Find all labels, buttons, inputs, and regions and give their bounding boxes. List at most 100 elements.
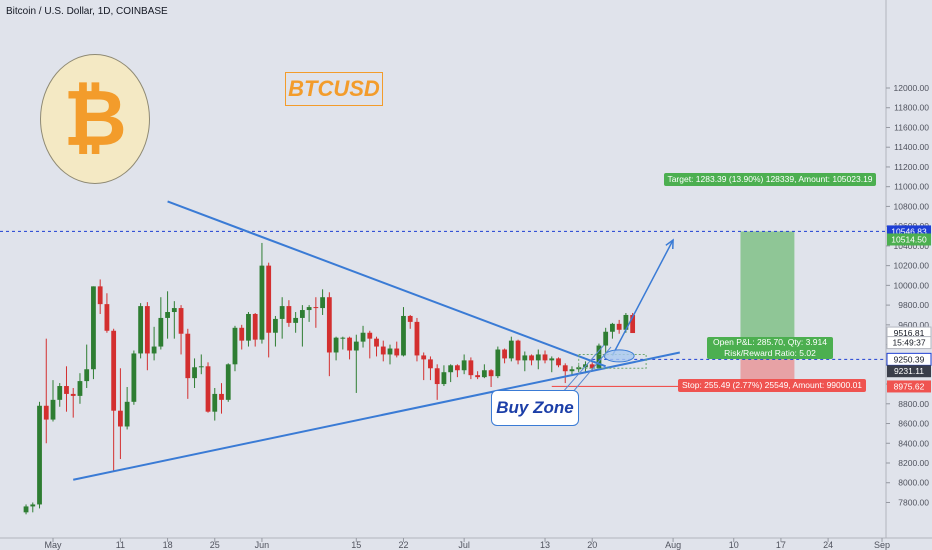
candle-body: [124, 401, 130, 427]
candle: [225, 363, 231, 402]
candle: [43, 338, 49, 444]
candle: [380, 340, 386, 362]
candle: [111, 328, 117, 471]
candle-body: [367, 332, 373, 339]
candle-body: [495, 349, 501, 377]
price-tag: 10514.50: [887, 233, 931, 246]
candle-body: [259, 265, 265, 340]
candle: [144, 302, 150, 371]
candle: [468, 357, 474, 380]
candle-body: [387, 348, 393, 355]
candle: [232, 325, 238, 372]
candle-body: [151, 346, 157, 354]
candle: [360, 325, 366, 348]
candle-body: [70, 393, 76, 396]
x-tick-label: 10: [729, 540, 739, 550]
x-tick-label: 11: [116, 540, 125, 550]
candle: [401, 307, 406, 357]
y-tick-label: 11400.00: [894, 142, 929, 152]
candle: [84, 344, 90, 388]
candle-body: [353, 341, 359, 351]
candle-body: [293, 317, 299, 323]
candle: [340, 336, 346, 350]
candle: [313, 297, 319, 328]
y-tick-label: 8800.00: [898, 399, 929, 409]
candle-body: [461, 360, 467, 371]
candle: [326, 292, 332, 377]
y-tick-label: 11000.00: [894, 182, 929, 192]
candle-body: [165, 312, 170, 318]
candle-body: [589, 364, 595, 369]
candle: [488, 369, 494, 388]
candle: [131, 350, 137, 405]
candle: [320, 289, 325, 315]
candle: [205, 362, 211, 413]
candle-body: [97, 286, 103, 305]
candle: [421, 352, 427, 381]
candle-body: [273, 318, 278, 333]
candle-body: [192, 367, 197, 379]
candle-body: [37, 405, 42, 505]
y-tick-label: 8200.00: [898, 458, 929, 468]
candle: [91, 286, 96, 380]
candle-body: [158, 317, 164, 347]
candle-body: [64, 386, 69, 394]
bitcoin-logo: ₿: [40, 54, 150, 184]
candle-body: [542, 354, 548, 361]
candle: [522, 351, 528, 372]
candle-body: [225, 364, 231, 400]
y-tick-label: 12000.00: [894, 83, 930, 93]
candle-body: [380, 346, 386, 355]
candle: [610, 322, 615, 339]
candle: [97, 279, 103, 314]
candle: [246, 312, 251, 347]
y-tick-label: 10400.00: [894, 241, 930, 251]
candle-body: [205, 366, 211, 412]
candle: [138, 303, 144, 359]
candle-body: [522, 355, 528, 361]
y-tick-label: 9800.00: [898, 300, 929, 310]
candle-body: [407, 315, 413, 322]
candle: [603, 327, 609, 357]
candle-body: [569, 369, 575, 372]
candle-body: [515, 340, 521, 361]
candle-body: [57, 386, 63, 400]
candle-body: [603, 331, 609, 346]
candle-body: [441, 372, 447, 385]
candle-body: [333, 337, 339, 353]
candle: [252, 313, 258, 347]
candle: [50, 380, 56, 422]
x-tick-label: Jul: [458, 540, 470, 550]
candle-body: [77, 381, 83, 396]
candle: [367, 330, 373, 359]
candle-body: [286, 306, 292, 323]
candle: [529, 354, 534, 366]
x-tick-label: 25: [210, 540, 220, 550]
candle: [192, 358, 197, 388]
candle: [124, 387, 130, 430]
candle-body: [198, 366, 204, 368]
candle: [475, 371, 481, 380]
candle-body: [374, 338, 379, 347]
candle: [441, 365, 447, 387]
candle: [118, 368, 123, 460]
price-tag: 9231.11: [887, 365, 931, 378]
callout-pointer: [561, 344, 605, 394]
candle-body: [252, 313, 258, 340]
candle-body: [138, 306, 144, 354]
x-tick-label: May: [44, 540, 62, 550]
y-tick-label: 11200.00: [894, 162, 929, 172]
price-tag-label: 10546.83: [891, 226, 927, 236]
price-tag-bg: [887, 380, 931, 393]
candle: [286, 300, 292, 327]
candle-body: [212, 393, 218, 412]
open-pnl-label: Open P&L: 285.70, Qty: 3.914: [713, 337, 827, 347]
candle: [387, 344, 393, 365]
candle-body: [246, 313, 251, 341]
candle: [306, 305, 312, 322]
x-tick-label: 13: [540, 540, 550, 550]
price-tag-bg: [886, 336, 932, 350]
